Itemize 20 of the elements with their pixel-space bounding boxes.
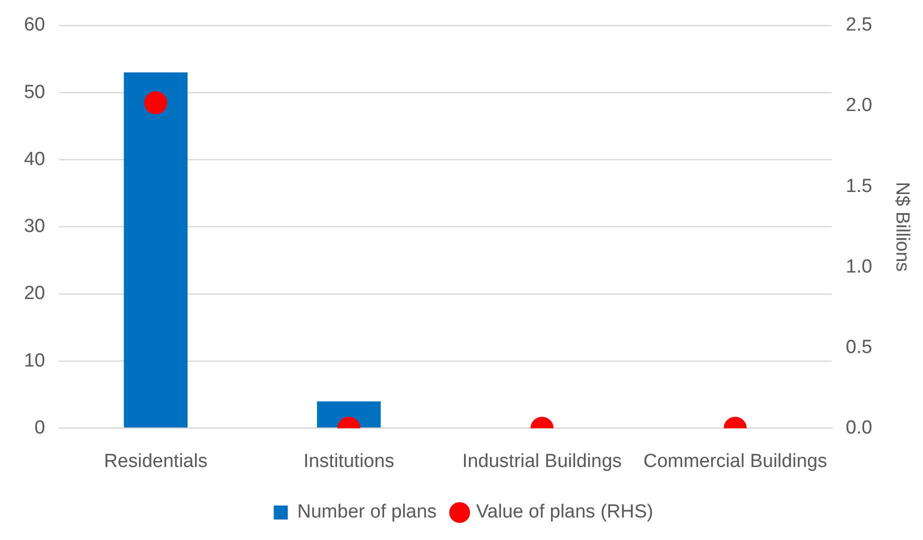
y2-tick-label: 1.0 [846, 256, 872, 278]
y2-tick-label: 0.5 [846, 336, 872, 358]
legend-label: Number of plans [297, 502, 437, 523]
x-tick-label: Industrial Buildings [462, 450, 622, 472]
y-tick-label: 20 [24, 283, 46, 304]
y-tick-label: 60 [24, 14, 46, 36]
y2-tick-label: 2.0 [846, 95, 872, 116]
y-tick-label: 30 [24, 216, 46, 238]
y-tick-label: 40 [24, 148, 46, 170]
y2-axis-title: N$ Billions [891, 182, 912, 272]
x-tick-label: Institutions [303, 450, 394, 472]
y2-tick-label: 1.5 [846, 176, 872, 197]
y2-tick-label: 2.5 [846, 14, 872, 36]
x-tick-label: Residentials [104, 450, 208, 472]
y2-tick-label: 0.0 [846, 417, 872, 438]
x-tick-label: Commercial Buildings [643, 450, 828, 472]
y-tick-label: 50 [24, 82, 46, 103]
y-tick-label: 10 [24, 350, 46, 372]
y-tick-label: 0 [34, 417, 46, 438]
legend-label: Value of plans (RHS) [476, 502, 654, 523]
